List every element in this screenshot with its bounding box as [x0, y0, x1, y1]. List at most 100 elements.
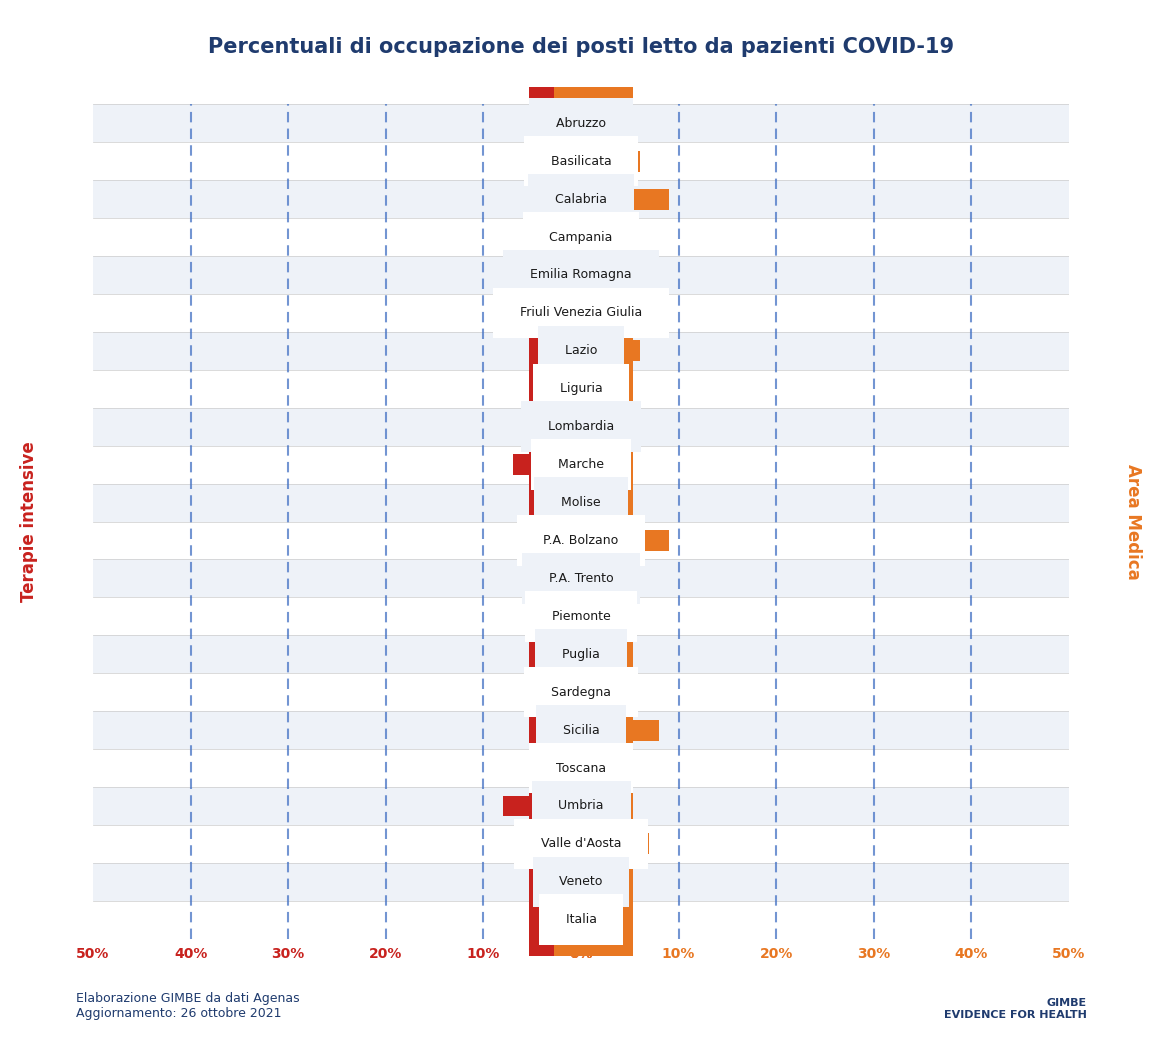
Bar: [541, 644, 581, 664]
Text: 3%: 3%: [559, 420, 579, 433]
Text: 4%: 4%: [583, 382, 603, 395]
Bar: [93, 787, 1069, 825]
Text: Liguria: Liguria: [552, 382, 610, 395]
Text: 3%: 3%: [559, 193, 579, 205]
Bar: [581, 833, 650, 854]
Bar: [581, 606, 610, 627]
Text: 6%: 6%: [559, 534, 579, 547]
Text: Piemonte: Piemonte: [544, 610, 618, 623]
Bar: [512, 454, 581, 475]
Bar: [561, 871, 581, 892]
Text: 4%: 4%: [559, 914, 579, 926]
Text: 8%: 8%: [559, 799, 579, 812]
Text: 5%: 5%: [559, 382, 579, 395]
Text: Lazio: Lazio: [557, 344, 605, 358]
Text: 4%: 4%: [559, 648, 579, 661]
Text: Campania: Campania: [541, 231, 621, 244]
Bar: [93, 104, 1069, 142]
Bar: [93, 445, 1069, 484]
Bar: [93, 180, 1069, 218]
Text: 9%: 9%: [583, 534, 603, 547]
Bar: [93, 484, 1069, 522]
Bar: [93, 863, 1069, 901]
Bar: [93, 218, 1069, 256]
Text: Emilia Romagna: Emilia Romagna: [522, 268, 640, 282]
Bar: [93, 256, 1069, 294]
Bar: [541, 909, 581, 930]
Text: Italia: Italia: [558, 914, 604, 926]
Bar: [93, 901, 1069, 939]
Bar: [552, 606, 581, 627]
Text: 3%: 3%: [559, 496, 579, 509]
Text: 2%: 2%: [559, 875, 579, 889]
Bar: [93, 408, 1069, 445]
Text: Puglia: Puglia: [554, 648, 608, 661]
Text: Umbria: Umbria: [551, 799, 611, 812]
Text: Marche: Marche: [550, 458, 612, 471]
Text: Toscana: Toscana: [548, 761, 614, 775]
Text: 4%: 4%: [559, 761, 579, 775]
Bar: [541, 720, 581, 741]
Text: 7%: 7%: [559, 458, 579, 471]
Bar: [581, 909, 630, 930]
Text: 3%: 3%: [583, 875, 603, 889]
Text: 6%: 6%: [583, 344, 603, 358]
Bar: [93, 635, 1069, 673]
Text: P.A. Bolzano: P.A. Bolzano: [536, 534, 626, 547]
Text: Elaborazione GIMBE da dati Agenas
Aggiornamento: 26 ottobre 2021: Elaborazione GIMBE da dati Agenas Aggior…: [76, 992, 299, 1020]
Bar: [552, 492, 581, 513]
Text: 4%: 4%: [559, 724, 579, 736]
Bar: [581, 454, 621, 475]
Bar: [581, 796, 630, 817]
Bar: [93, 522, 1069, 559]
Text: Abruzzo: Abruzzo: [548, 117, 614, 129]
Text: GIMBE
EVIDENCE FOR HEALTH: GIMBE EVIDENCE FOR HEALTH: [944, 998, 1086, 1020]
Text: Sardegna: Sardegna: [543, 685, 619, 699]
Bar: [581, 568, 601, 589]
Bar: [93, 332, 1069, 370]
Bar: [93, 825, 1069, 863]
Text: 5%: 5%: [583, 231, 603, 244]
Text: 4%: 4%: [583, 458, 603, 471]
Bar: [503, 796, 581, 817]
Bar: [552, 189, 581, 210]
Bar: [581, 530, 669, 551]
Text: Basilicata: Basilicata: [543, 154, 619, 168]
Text: 5%: 5%: [559, 307, 579, 319]
Bar: [581, 265, 621, 286]
Bar: [532, 340, 581, 361]
Text: 3%: 3%: [559, 685, 579, 699]
Bar: [581, 416, 630, 437]
Text: 0%: 0%: [559, 154, 579, 168]
Bar: [93, 598, 1069, 635]
Text: 5%: 5%: [583, 761, 603, 775]
Bar: [532, 379, 581, 399]
Text: 3%: 3%: [559, 610, 579, 623]
Text: 3%: 3%: [559, 231, 579, 244]
Text: Veneto: Veneto: [551, 875, 611, 889]
Text: 8%: 8%: [583, 724, 603, 736]
Bar: [561, 568, 581, 589]
Text: Valle d'Aosta: Valle d'Aosta: [532, 838, 630, 850]
Bar: [581, 644, 630, 664]
Bar: [581, 682, 610, 703]
Bar: [552, 682, 581, 703]
Text: 4%: 4%: [583, 268, 603, 282]
Bar: [581, 302, 621, 323]
Text: 0%: 0%: [559, 838, 579, 850]
Text: 5%: 5%: [583, 420, 603, 433]
Text: 6%: 6%: [583, 154, 603, 168]
Bar: [93, 749, 1069, 787]
Bar: [552, 226, 581, 247]
Text: 5%: 5%: [559, 117, 579, 129]
Text: Area Medica: Area Medica: [1124, 464, 1142, 579]
Text: 5%: 5%: [583, 914, 603, 926]
Text: 4%: 4%: [559, 268, 579, 282]
Text: 4%: 4%: [583, 307, 603, 319]
Bar: [581, 720, 659, 741]
Bar: [581, 189, 669, 210]
Bar: [93, 559, 1069, 598]
Bar: [581, 151, 639, 172]
Bar: [581, 871, 610, 892]
Text: 3%: 3%: [583, 685, 603, 699]
